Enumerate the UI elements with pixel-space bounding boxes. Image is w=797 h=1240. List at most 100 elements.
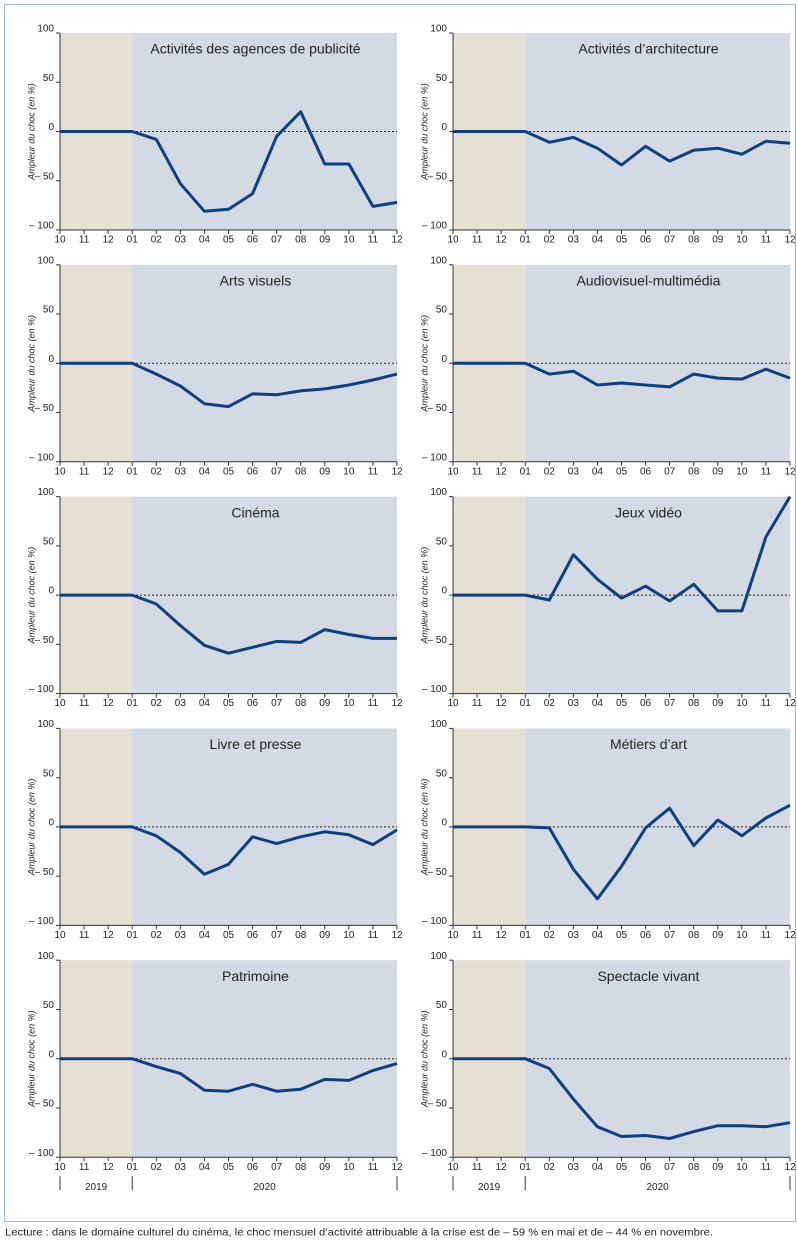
y-tick-label: – 100 xyxy=(422,1148,447,1159)
data-line xyxy=(60,593,397,655)
y-tick-label: – 100 xyxy=(422,221,447,232)
x-tick-label: 08 xyxy=(295,466,307,477)
x-tick-label: 09 xyxy=(712,698,724,709)
y-axis-title: Ampleur du choc (en %) xyxy=(419,779,429,877)
x-tick-label: 11 xyxy=(472,235,483,246)
y-axis-title: Ampleur du choc (en %) xyxy=(26,779,36,877)
y-tick-label: 0 xyxy=(441,354,447,365)
x-tick-label: 10 xyxy=(343,1162,355,1173)
x-tick-label: 06 xyxy=(247,235,259,246)
x-tick-label: 10 xyxy=(447,466,459,477)
x-tick-label: 11 xyxy=(79,466,90,477)
y-axis-title: Ampleur du choc (en %) xyxy=(419,315,429,413)
y-tick-label: 100 xyxy=(37,951,54,962)
data-line xyxy=(453,361,791,389)
x-tick-label: 03 xyxy=(568,466,580,477)
y-tick-label: 50 xyxy=(43,1000,55,1011)
data-line xyxy=(453,495,792,613)
x-tick-label: 04 xyxy=(199,1162,211,1173)
x-tick-label: 04 xyxy=(199,698,211,709)
y-tick-label: 50 xyxy=(43,305,55,316)
y-tick-label: 100 xyxy=(37,255,54,266)
year-label: 2019 xyxy=(478,1182,501,1193)
x-tick-label: 08 xyxy=(688,235,700,246)
y-tick-label: 100 xyxy=(430,951,447,962)
y-tick-label: – 50 xyxy=(428,867,448,878)
y-tick-label: 100 xyxy=(430,487,447,498)
y-axis-title: Ampleur du choc (en %) xyxy=(419,547,429,645)
y-tick-label: – 50 xyxy=(35,635,55,646)
chart-title: Audiovisuel-multimédia xyxy=(576,273,720,289)
year-label: 2020 xyxy=(646,1182,669,1193)
year-label: 2020 xyxy=(253,1182,276,1193)
x-tick-label: 11 xyxy=(368,235,379,246)
data-line xyxy=(60,825,398,876)
x-tick-label: 09 xyxy=(712,930,724,941)
chart-title: Métiers d’art xyxy=(610,736,687,752)
x-tick-label: 04 xyxy=(199,466,211,477)
x-tick-label: 11 xyxy=(368,1162,379,1173)
x-tick-label: 10 xyxy=(736,235,748,246)
x-tick-label: 02 xyxy=(544,698,556,709)
x-tick-label: 10 xyxy=(736,698,748,709)
x-tick-label: 11 xyxy=(761,930,772,941)
note: Lecture : dans le domaine culturel du ci… xyxy=(5,1228,713,1239)
y-tick-label: 100 xyxy=(37,719,54,730)
y-tick-label: 100 xyxy=(37,24,54,35)
chart-title: Activités d’architecture xyxy=(578,41,718,57)
x-tick-label: 08 xyxy=(688,930,700,941)
x-tick-label: 02 xyxy=(544,930,556,941)
data-line xyxy=(60,1057,398,1093)
x-tick-label: 10 xyxy=(343,466,355,477)
x-tick-label: 12 xyxy=(391,698,403,709)
x-tick-label: 07 xyxy=(271,235,283,246)
x-tick-label: 11 xyxy=(761,235,772,246)
x-tick-label: 07 xyxy=(664,1162,676,1173)
x-tick-label: 05 xyxy=(223,466,235,477)
y-tick-label: – 100 xyxy=(422,916,447,927)
x-tick-label: 01 xyxy=(127,466,139,477)
x-tick-label: 02 xyxy=(544,1162,556,1173)
x-tick-label: 11 xyxy=(472,1162,483,1173)
chart-title: Patrimoine xyxy=(222,968,289,984)
x-tick-label: 10 xyxy=(54,930,66,941)
x-tick-label: 12 xyxy=(103,466,115,477)
x-tick-label: 09 xyxy=(319,930,331,941)
x-tick-label: 06 xyxy=(640,930,652,941)
x-tick-label: 04 xyxy=(592,930,604,941)
x-tick-label: 12 xyxy=(784,1162,796,1173)
y-tick-label: 0 xyxy=(441,818,447,829)
y-tick-label: 50 xyxy=(43,536,55,547)
x-tick-label: 01 xyxy=(127,930,139,941)
y-tick-label: 100 xyxy=(430,24,447,35)
y-axis-title: Ampleur du choc (en %) xyxy=(26,1010,36,1108)
chart-title: Activités des agences de publicité xyxy=(150,41,360,57)
x-tick-label: 06 xyxy=(247,930,259,941)
x-tick-label: 11 xyxy=(368,698,379,709)
y-tick-label: 100 xyxy=(430,255,447,266)
x-tick-label: 08 xyxy=(295,235,307,246)
x-tick-label: 03 xyxy=(175,1162,187,1173)
x-tick-label: 04 xyxy=(592,235,604,246)
x-tick-label: 10 xyxy=(736,1162,748,1173)
chart-title: Jeux vidéo xyxy=(615,504,682,520)
x-tick-label: 11 xyxy=(79,1162,90,1173)
x-tick-label: 01 xyxy=(127,698,139,709)
y-tick-label: – 50 xyxy=(35,171,55,182)
y-tick-label: 100 xyxy=(430,719,447,730)
y-tick-label: – 100 xyxy=(29,452,54,463)
x-tick-label: 10 xyxy=(736,466,748,477)
x-tick-label: 06 xyxy=(640,1162,652,1173)
x-tick-label: 11 xyxy=(368,466,379,477)
y-axis-title: Ampleur du choc (en %) xyxy=(26,83,36,181)
x-tick-label: 03 xyxy=(568,235,580,246)
data-line xyxy=(453,1057,791,1140)
x-tick-label: 11 xyxy=(761,466,772,477)
x-tick-label: 03 xyxy=(175,466,187,477)
y-tick-label: – 100 xyxy=(422,684,447,695)
x-tick-label: 11 xyxy=(472,698,483,709)
x-tick-label: 08 xyxy=(688,698,700,709)
y-axis-title: Ampleur du choc (en %) xyxy=(26,315,36,413)
x-tick-label: 03 xyxy=(175,698,187,709)
